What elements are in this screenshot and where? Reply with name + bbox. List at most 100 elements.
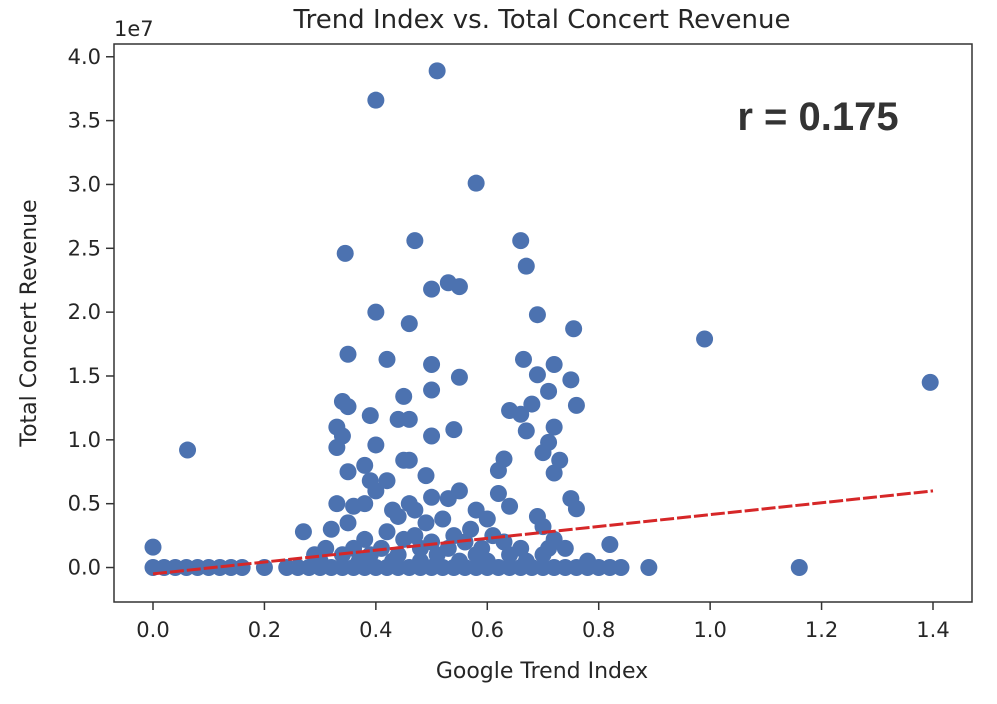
y-tick-label: 0.0 (68, 556, 101, 580)
y-tick-label: 2.5 (68, 236, 101, 260)
x-tick-label: 0.4 (359, 618, 392, 642)
data-point (565, 320, 583, 338)
trend-line (152, 489, 934, 576)
data-point (428, 546, 446, 564)
chart-title: Trend Index vs. Total Concert Revenue (293, 5, 791, 35)
data-point (478, 510, 496, 528)
data-point (540, 382, 558, 400)
data-point (567, 500, 585, 518)
data-point (445, 421, 463, 439)
data-point (517, 257, 535, 275)
data-point (417, 514, 435, 532)
points-layer (144, 62, 939, 577)
x-tick-label: 0.2 (248, 618, 281, 642)
y-tick-label: 3.5 (68, 109, 101, 133)
x-tick-label: 1.2 (805, 618, 838, 642)
y-tick-label: 1.0 (68, 428, 101, 452)
data-point (562, 371, 580, 389)
data-point (489, 461, 507, 479)
data-point (551, 451, 569, 469)
data-point (144, 538, 162, 556)
data-point (528, 306, 546, 324)
data-point (367, 91, 385, 109)
data-point (356, 456, 374, 474)
data-point (294, 523, 312, 541)
x-axis-label: Google Trend Index (436, 659, 648, 684)
data-point (512, 405, 530, 423)
x-tick-label: 0.0 (136, 618, 169, 642)
data-point (328, 495, 346, 513)
data-point (523, 395, 541, 413)
data-point (367, 303, 385, 321)
y-axis-label: Total Concert Revenue (17, 199, 42, 447)
data-point (434, 510, 452, 528)
data-point (515, 350, 532, 368)
data-point (423, 280, 441, 298)
y-offset-label: 1e7 (114, 17, 154, 41)
data-point (462, 520, 480, 538)
data-point (423, 488, 441, 506)
x-tick-label: 0.6 (471, 618, 504, 642)
data-point (545, 355, 563, 373)
data-point (361, 407, 379, 425)
data-point (450, 278, 468, 296)
data-point (406, 501, 424, 519)
data-point (389, 507, 407, 525)
data-point (489, 484, 507, 502)
data-point (395, 387, 413, 405)
y-tick-label: 1.5 (68, 364, 101, 388)
data-point (450, 368, 468, 386)
data-point (696, 330, 714, 348)
data-point (378, 350, 396, 368)
data-point (567, 396, 585, 414)
data-point (428, 62, 446, 80)
data-point (423, 427, 441, 445)
data-point (395, 530, 413, 548)
data-point (601, 536, 619, 554)
data-point (417, 467, 435, 485)
data-point (501, 497, 519, 515)
data-point (339, 345, 357, 363)
correlation-annotation: r = 0.175 (737, 95, 898, 139)
data-point (612, 559, 630, 577)
data-point (790, 559, 808, 577)
x-tick-label: 1.0 (693, 618, 726, 642)
data-point (528, 366, 546, 384)
y-tick-label: 3.0 (68, 172, 101, 196)
data-point (339, 398, 357, 416)
data-point (501, 546, 519, 564)
data-point (517, 422, 535, 440)
data-point (406, 232, 424, 250)
data-point (534, 444, 552, 462)
data-point (378, 523, 396, 541)
x-ticks: 0.0 0.2 0.4 0.6 0.8 1.0 1.2 1.4 (136, 602, 950, 642)
data-point (545, 418, 563, 436)
data-point (556, 539, 574, 557)
data-point (179, 441, 197, 459)
y-tick-label: 4.0 (68, 45, 101, 69)
y-tick-label: 0.5 (68, 492, 101, 516)
data-point (339, 514, 357, 532)
data-point (378, 472, 396, 490)
data-point (339, 463, 357, 481)
data-point (336, 244, 354, 262)
trend-layer (152, 489, 934, 576)
data-point (328, 438, 346, 456)
data-point (921, 373, 939, 391)
x-tick-label: 0.8 (582, 618, 615, 642)
data-point (534, 546, 552, 564)
data-point (400, 315, 418, 333)
y-ticks: 0.0 0.5 1.0 1.5 2.0 2.5 3.0 3.5 4.0 (68, 45, 114, 580)
data-point (467, 174, 485, 192)
data-point (439, 490, 457, 508)
data-point (512, 232, 530, 250)
data-point (423, 381, 441, 399)
data-point (367, 482, 385, 500)
x-tick-label: 1.4 (916, 618, 949, 642)
y-tick-label: 2.0 (68, 300, 101, 324)
data-point (322, 520, 340, 538)
data-point (545, 464, 563, 482)
data-point (400, 451, 418, 469)
data-point (423, 355, 441, 373)
